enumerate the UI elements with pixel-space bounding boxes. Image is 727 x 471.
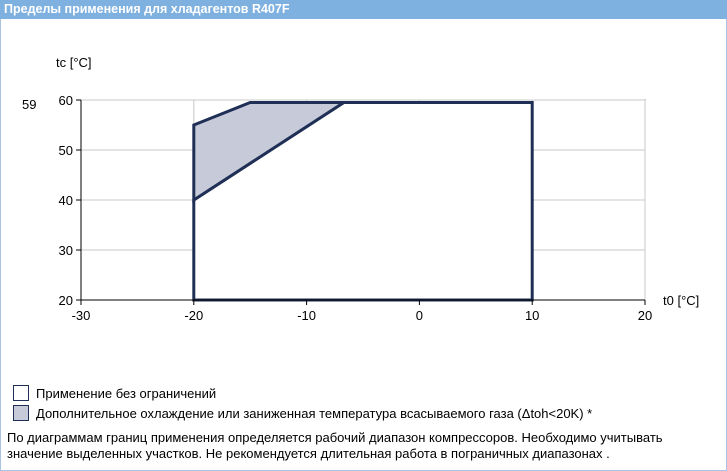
note-text: По диаграммам границ применения определя… <box>7 430 663 461</box>
legend-item-unrestricted: Применение без ограничений <box>13 384 216 402</box>
chart-ticks: -30 -20 -10 0 10 20 20 30 40 50 60 <box>59 93 653 323</box>
envelope-chart: -30 -20 -10 0 10 20 20 30 40 50 60 tc [°C] t0 [°C]… <box>22 55 699 323</box>
y-tick-label: 30 <box>59 243 73 258</box>
y-tick-label: 50 <box>59 143 73 158</box>
panel-title: Пределы применения для хладагентов R407F <box>0 0 727 19</box>
y-axis-label: tc [°C] <box>56 55 92 70</box>
chart-regions <box>192 101 534 302</box>
x-tick-label: -30 <box>72 308 91 323</box>
x-axis-label: t0 [°C] <box>663 293 699 308</box>
x-tick-label: -10 <box>297 308 316 323</box>
legend-item-extra-cooling: Дополнительное охлаждение или заниженная… <box>13 404 592 422</box>
region-extra-cooling <box>192 101 349 203</box>
legend-label: Дополнительное охлаждение или заниженная… <box>36 405 593 421</box>
x-tick-label: 20 <box>638 308 652 323</box>
y-tick-label: 40 <box>59 193 73 208</box>
y-extra-label: 59 <box>22 97 36 112</box>
y-tick-label: 60 <box>59 93 73 108</box>
legend-swatch-gray <box>13 405 29 421</box>
y-tick-label: 20 <box>59 293 73 308</box>
legend-swatch-white <box>13 385 29 401</box>
x-tick-label: 10 <box>525 308 539 323</box>
x-tick-label: 0 <box>416 308 423 323</box>
x-tick-label: -20 <box>184 308 203 323</box>
legend-label: Применение без ограничений <box>36 385 217 401</box>
